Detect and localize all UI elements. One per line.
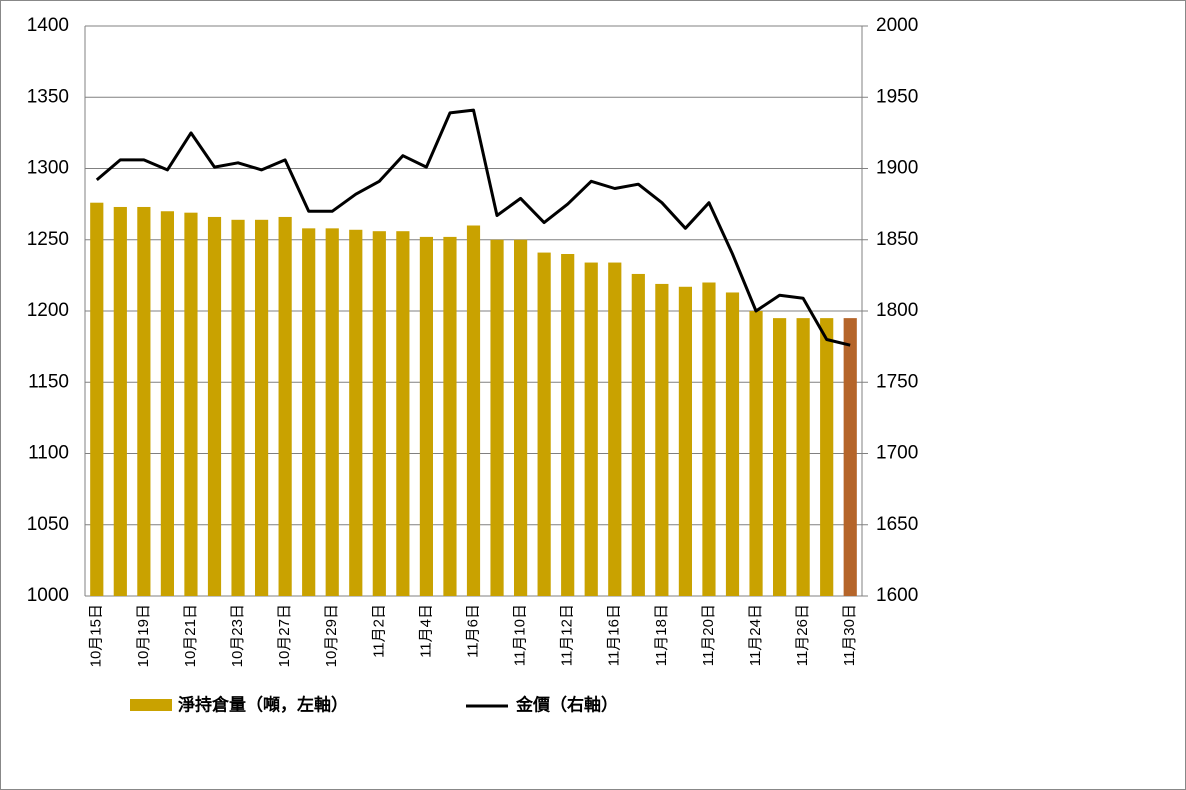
y2-tick-label: 1600 — [876, 585, 918, 606]
x-tick-label: 10月27日 — [276, 604, 293, 667]
y2-tick-label: 2000 — [876, 15, 918, 36]
bar — [302, 228, 316, 596]
y-tick-label: 1000 — [27, 585, 69, 606]
bar — [278, 216, 292, 596]
bar — [608, 262, 622, 596]
y-tick-label: 1200 — [27, 300, 69, 321]
bar — [254, 219, 269, 597]
y2-tick-label: 1750 — [876, 371, 918, 392]
bar — [466, 225, 481, 596]
bar — [584, 262, 598, 596]
y-tick-label: 1100 — [28, 443, 69, 464]
x-tick-label: 11月24日 — [747, 604, 764, 666]
bar — [349, 229, 363, 596]
y2-tick-label: 1800 — [876, 300, 918, 321]
bar — [561, 254, 575, 596]
y-tick-label: 1350 — [27, 86, 69, 107]
bar — [443, 236, 457, 596]
y2-tick-label: 1850 — [876, 229, 918, 250]
bar — [419, 236, 434, 596]
y2-tick-label: 1900 — [876, 158, 918, 179]
bar — [725, 292, 740, 596]
bar — [537, 252, 551, 596]
x-tick-label: 11月6日 — [464, 604, 481, 658]
bar — [113, 206, 127, 596]
x-tick-label: 11月26日 — [794, 604, 811, 666]
x-tick-label: 10月15日 — [88, 604, 105, 667]
y-tick-label: 1250 — [27, 229, 69, 250]
bar — [207, 216, 222, 596]
bar — [231, 219, 245, 597]
bar — [490, 239, 504, 596]
line — [95, 108, 851, 347]
x-tick-label: 11月12日 — [559, 604, 576, 666]
bar — [184, 212, 198, 597]
bar — [160, 211, 175, 596]
x-tick-label: 11月2日 — [370, 604, 387, 658]
y-tick-label: 1400 — [27, 15, 69, 36]
bar — [325, 228, 339, 596]
bar — [90, 202, 104, 596]
x-tick-label: 11月10日 — [512, 604, 529, 666]
x-tick-label: 10月19日 — [135, 604, 152, 667]
bar — [513, 239, 528, 596]
x-tick-label: 11月16日 — [606, 604, 623, 666]
bar — [396, 231, 410, 596]
bar — [772, 318, 787, 596]
bar — [843, 318, 857, 596]
legend-label: 淨持倉量（噸，左軸） — [178, 694, 348, 714]
x-tick-label: 10月21日 — [182, 604, 199, 667]
y2-tick-label: 1650 — [876, 514, 918, 535]
bar — [631, 273, 645, 596]
bar — [820, 318, 834, 596]
y-tick-label: 1300 — [27, 158, 69, 179]
y-tick-label: 1150 — [28, 371, 69, 392]
y2-tick-label: 1700 — [876, 443, 918, 464]
bar — [749, 311, 763, 596]
y-tick-label: 1050 — [27, 514, 69, 535]
x-tick-label: 10月29日 — [323, 604, 340, 667]
legend-label: 金價（右軸） — [515, 694, 618, 714]
bar — [372, 231, 386, 596]
x-tick-label: 10月23日 — [229, 604, 246, 667]
legend-swatch — [130, 699, 172, 711]
bar — [137, 206, 151, 596]
bar — [655, 283, 669, 596]
bar — [796, 318, 810, 596]
x-tick-label: 11月18日 — [653, 604, 670, 666]
x-tick-label: 11月30日 — [841, 604, 858, 666]
x-tick-label: 11月20日 — [700, 604, 717, 666]
bar — [702, 282, 716, 596]
y2-tick-label: 1950 — [876, 86, 918, 107]
x-tick-label: 11月4日 — [417, 604, 434, 658]
bar — [678, 286, 693, 596]
